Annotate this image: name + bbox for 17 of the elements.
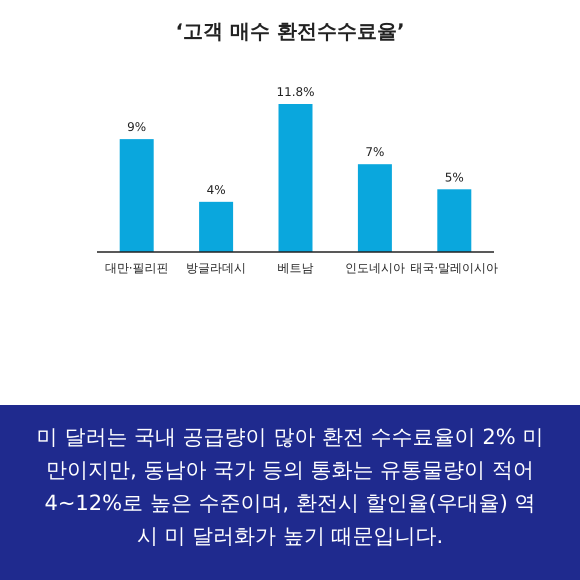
data-label: 9% [127,120,146,134]
chart-title: ‘고객 매수 환전수수료율’ [175,19,405,43]
text: 미 달러는 국내 공급량이 많아 환전 수수료율이 2% 미만이지만, 동남아 국가 등의 통화는 유통물량이 적어 4~12%로 높은 수준이며, 환전시 할인율(우대율) 역시 미 달러화가 높기 때문입니다. [36,424,544,550]
x-tick-label: 태국·말레이시아 [410,261,498,275]
x-tick-label: 대만·필리핀 [104,261,169,275]
data-label: 5% [444,170,464,184]
x-tick-label: 베트남 [278,261,314,275]
bar [120,139,154,252]
bar [278,104,312,252]
x-tick-label: 인도네시아 [344,261,405,275]
bar [437,189,472,252]
data-label: 11.8% [276,85,315,99]
bar [358,164,392,252]
x-tick-label: 방글라데시 [186,261,246,275]
data-label: 7% [365,145,384,160]
data-label: 4% [206,182,226,197]
bar [199,202,234,252]
